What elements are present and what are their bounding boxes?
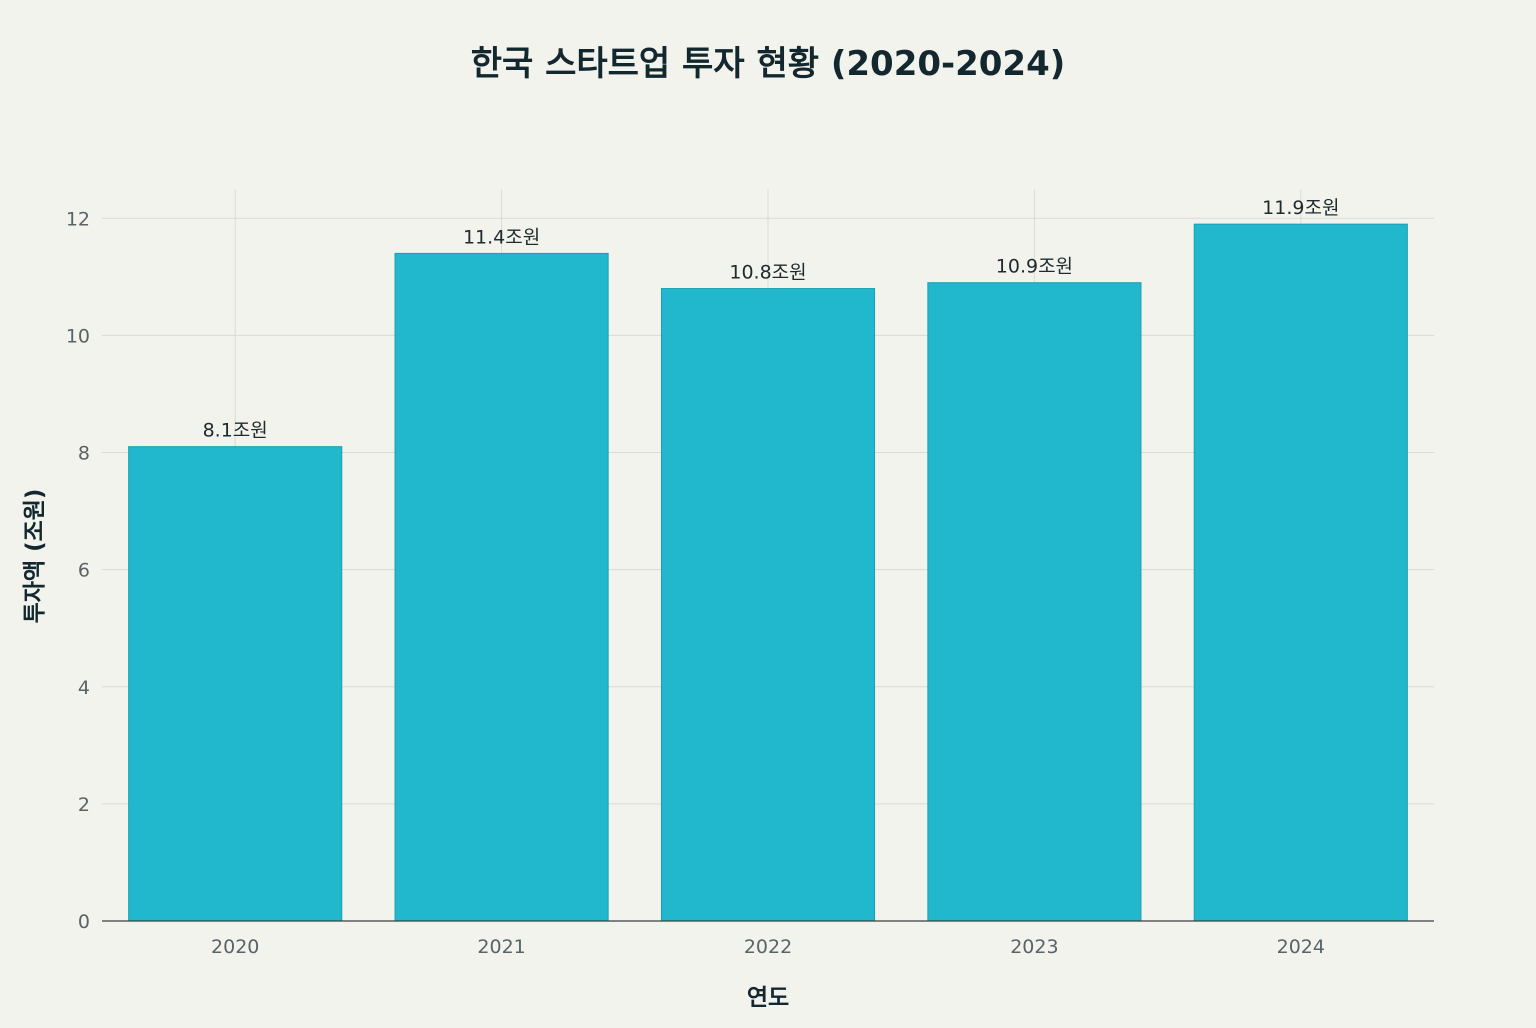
axis-ticks: 0 2 4 6 8 10 12 2020 2021 2022 2023 2024 (66, 208, 1325, 958)
y-tick-label: 4 (78, 677, 90, 699)
data-label: 8.1조원 (203, 420, 268, 442)
bars (128, 223, 1408, 922)
data-labels: 8.1조원 11.4조원 10.8조원 10.9조원 11.9조원 (203, 197, 1340, 442)
x-tick-label: 2022 (744, 936, 792, 958)
y-axis-title: 투자액 (조원) (22, 489, 48, 624)
data-label: 11.4조원 (463, 226, 540, 248)
chart-title: 한국 스타트업 투자 현황 (2020-2024) (471, 44, 1066, 84)
x-axis-title: 연도 (747, 985, 789, 1011)
x-tick-label: 2021 (477, 936, 525, 958)
y-tick-label: 12 (66, 208, 90, 230)
bar-2024 (1193, 223, 1408, 922)
y-tick-label: 2 (78, 794, 90, 816)
x-tick-label: 2023 (1010, 936, 1058, 958)
y-tick-label: 0 (78, 911, 90, 933)
y-tick-label: 6 (78, 560, 90, 582)
bar-2023 (927, 282, 1142, 922)
data-label: 10.9조원 (996, 256, 1073, 278)
data-label: 10.8조원 (729, 262, 806, 284)
x-tick-label: 2024 (1277, 936, 1325, 958)
bar-2021 (394, 252, 609, 922)
y-tick-label: 10 (66, 325, 90, 347)
data-label: 11.9조원 (1262, 197, 1339, 219)
x-tick-label: 2020 (211, 936, 259, 958)
bar-2020 (128, 446, 343, 922)
y-tick-label: 8 (78, 443, 90, 465)
bar-2022 (660, 288, 876, 922)
